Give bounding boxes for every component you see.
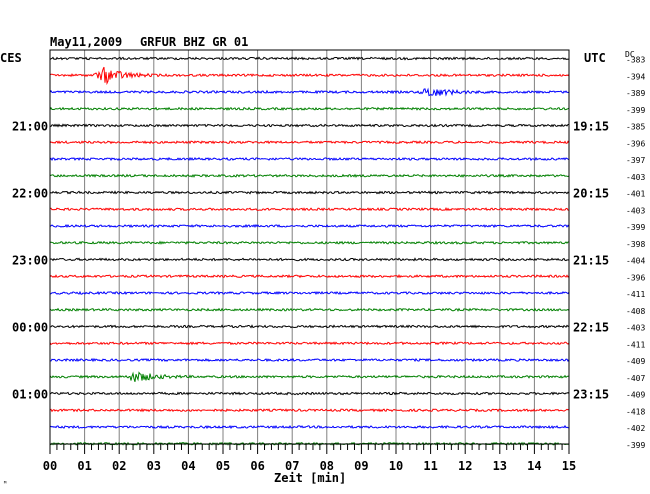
x-tick-label: 07	[285, 459, 299, 473]
dc-offset-label: -397	[626, 156, 645, 165]
right-time-label: 23:15	[573, 388, 609, 402]
x-tick-label: 08	[320, 459, 334, 473]
right-zone-label: UTC	[584, 51, 606, 65]
seismic-trace-3	[49, 87, 570, 97]
right-time-label: 21:15	[573, 254, 609, 268]
x-tick-label: 02	[112, 459, 126, 473]
seismic-trace-2	[49, 66, 570, 86]
x-tick-label: 06	[250, 459, 264, 473]
header-date: May11,2009	[50, 35, 122, 49]
x-tick-label: 15	[562, 459, 576, 473]
dc-offset-label: -409	[626, 357, 645, 366]
header-station: GRFUR BHZ GR 01	[140, 35, 248, 49]
dc-offset-label: -399	[626, 223, 645, 232]
dc-offset-label: -396	[626, 139, 645, 148]
dc-offset-label: -411	[626, 290, 645, 299]
x-tick-label: 00	[43, 459, 57, 473]
left-time-label: 22:00	[12, 187, 48, 201]
x-tick-label: 12	[458, 459, 472, 473]
x-tick-label: 10	[389, 459, 403, 473]
dc-offset-label: -411	[626, 340, 645, 349]
dc-offset-label: -383	[626, 56, 645, 65]
seismic-trace-19	[49, 357, 570, 363]
dc-offset-label: -385	[626, 123, 645, 132]
corner-mark: ᴹ	[3, 480, 7, 488]
x-tick-label: 11	[423, 459, 437, 473]
seismic-trace-15	[49, 290, 570, 296]
dc-offset-label: -396	[626, 273, 645, 282]
x-tick-label: 09	[354, 459, 368, 473]
dc-offset-label: -402	[626, 424, 645, 433]
dc-offset-label: -408	[626, 307, 645, 316]
dc-offset-label: -401	[626, 190, 645, 199]
seismic-trace-10	[49, 207, 569, 212]
x-axis-label: Zeit [min]	[274, 471, 346, 485]
dc-offset-label: -389	[626, 89, 645, 98]
dc-offset-label: -399	[626, 441, 645, 450]
right-time-label: 20:15	[573, 187, 609, 201]
seismic-trace-14	[49, 274, 570, 279]
left-time-label: 23:00	[12, 254, 48, 268]
seismic-trace-4	[49, 106, 570, 111]
plot-frame	[49, 49, 570, 445]
dc-offset-label: -403	[626, 206, 645, 215]
dc-offset-label: -404	[626, 257, 645, 266]
dc-offset-label: -409	[626, 391, 645, 400]
left-zone-label: CES	[0, 51, 22, 65]
seismic-trace-1	[49, 56, 570, 61]
x-tick-label: 05	[216, 459, 230, 473]
dc-offset-label: -403	[626, 173, 645, 182]
seismic-trace-5	[49, 123, 569, 128]
seismic-trace-22	[49, 408, 570, 413]
x-tick-label: 14	[527, 459, 541, 473]
seismic-trace-20	[49, 371, 570, 382]
seismic-trace-11	[49, 223, 570, 229]
left-time-label: 21:00	[12, 120, 48, 134]
seismic-trace-16	[49, 307, 570, 312]
left-time-label: 00:00	[12, 321, 48, 335]
right-time-label: 19:15	[573, 120, 609, 134]
seismic-trace-21	[49, 391, 570, 396]
dc-offset-label: -399	[626, 106, 645, 115]
x-tick-label: 01	[77, 459, 91, 473]
dc-offset-label: -394	[626, 72, 645, 81]
seismic-trace-23	[49, 424, 569, 430]
seismic-trace-8	[49, 173, 570, 178]
dc-offset-label: -407	[626, 374, 645, 383]
right-time-label: 22:15	[573, 321, 609, 335]
seismic-trace-12	[49, 240, 569, 245]
dc-offset-label: -403	[626, 324, 645, 333]
dc-label: DC	[625, 50, 635, 59]
seismic-traces	[49, 56, 570, 446]
left-time-label: 01:00	[12, 388, 48, 402]
seismic-trace-18	[49, 341, 570, 346]
time-labels: 21:00 22:00 23:00 00:00 01:00 19:15 20:15 21:15…	[12, 56, 645, 450]
x-axis-ticks: 00 01 02 03 04 05 06 07 08 09 10 11 12 13 14 15	[43, 444, 576, 473]
seismic-trace-13	[49, 257, 570, 262]
dc-offset-label: -418	[626, 407, 645, 416]
seismic-trace-6	[49, 140, 570, 145]
x-tick-label: 03	[147, 459, 161, 473]
seismic-trace-9	[49, 190, 570, 195]
seismic-trace-7	[49, 156, 570, 162]
seismic-trace-17	[49, 324, 570, 329]
dc-offset-label: -398	[626, 240, 645, 249]
x-tick-label: 04	[181, 459, 195, 473]
x-tick-label: 13	[493, 459, 507, 473]
